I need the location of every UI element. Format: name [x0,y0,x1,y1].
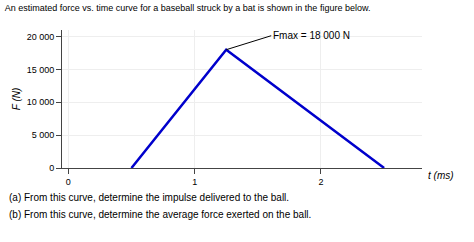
svg-text:An estimated force vs. time cu: An estimated force vs. time curve for a … [5,3,371,13]
svg-text:2: 2 [318,177,323,187]
svg-text:1: 1 [192,177,197,187]
svg-text:15 000: 15 000 [27,65,55,75]
svg-text:10 000: 10 000 [27,97,55,107]
svg-text:F (N): F (N) [11,88,22,111]
svg-text:20 000: 20 000 [27,32,55,42]
svg-text:5 000: 5 000 [32,130,55,140]
svg-text:t (ms): t (ms) [428,170,454,181]
svg-text:0: 0 [49,163,54,173]
svg-text:(b) From this curve, determine: (b) From this curve, determine the avera… [9,209,311,220]
svg-text:0: 0 [66,177,71,187]
svg-text:Fmax = 18 000 N: Fmax = 18 000 N [273,30,350,41]
svg-text:(a) From this curve, determine: (a) From this curve, determine the impul… [9,192,289,203]
